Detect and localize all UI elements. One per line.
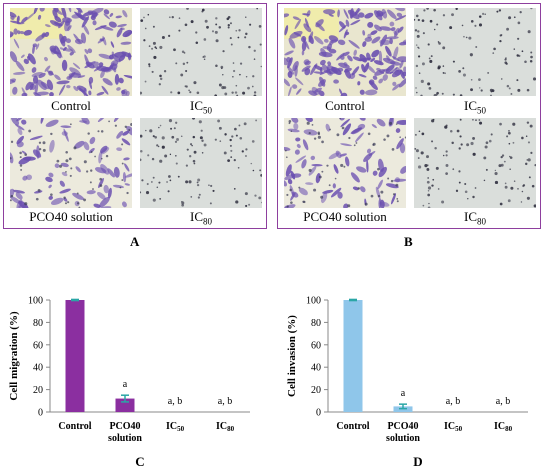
x-tick-label: IC50	[444, 421, 463, 433]
x-tick-label: PCO40 solution	[386, 421, 420, 444]
y-tick-label: 40	[311, 363, 321, 374]
y-tick-label: 0	[38, 408, 43, 419]
x-tick-label: IC80	[494, 421, 513, 433]
y-tick-label: 40	[33, 363, 43, 374]
y-tick-label: 100	[28, 296, 43, 307]
bar	[65, 300, 85, 412]
photo-a-ic80	[140, 118, 262, 208]
x-tick-label: IC50	[166, 421, 185, 433]
caption-b-ic50: IC50	[464, 98, 486, 116]
photo-b-pco40	[284, 118, 406, 208]
cell-image	[284, 118, 406, 208]
y-tick-label: 20	[33, 385, 43, 396]
cell-image	[414, 8, 536, 96]
panel-letter: C	[135, 454, 144, 469]
x-tick-label: IC80	[216, 421, 235, 433]
cell-image	[414, 118, 536, 208]
y-axis-label: Cell migration (%)	[8, 311, 20, 401]
caption-a-ic80: IC80	[190, 209, 212, 227]
photo-a-pco40	[10, 118, 132, 208]
y-tick-label: 20	[311, 385, 321, 396]
chart-cell-migration: 0 20 40 60 80 100 Cell migration (%) Control a PC…	[8, 296, 250, 469]
cell-image	[140, 8, 262, 96]
x-tick-label: Control	[58, 421, 91, 432]
bar	[343, 300, 363, 412]
significance-label: a, b	[496, 396, 510, 407]
y-tick-label: 60	[33, 340, 43, 351]
y-tick-label: 100	[306, 296, 321, 307]
significance-label: a, b	[446, 396, 460, 407]
y-tick-label: 60	[311, 340, 321, 351]
caption-b-control: Control	[325, 98, 365, 113]
y-tick-label: 80	[33, 318, 43, 329]
panel-letter-a: A	[130, 234, 140, 249]
significance-label: a, b	[218, 396, 232, 407]
significance-label: a, b	[168, 396, 182, 407]
panel-letter: D	[413, 454, 422, 469]
significance-label: a	[401, 388, 406, 399]
photo-b-control	[284, 8, 406, 96]
caption-b-ic80: IC80	[464, 209, 486, 227]
caption-a-ic50: IC50	[190, 98, 212, 116]
cell-image	[140, 118, 262, 208]
y-tick-label: 0	[316, 408, 321, 419]
caption-a-pco40: PCO40 solution	[29, 209, 113, 224]
photo-a-control	[10, 8, 132, 96]
y-axis-label: Cell invasion (%)	[286, 315, 298, 397]
photo-a-ic50	[140, 8, 262, 96]
photo-b-ic80	[414, 118, 536, 208]
x-tick-label: Control	[336, 421, 369, 432]
bar	[115, 398, 135, 412]
cell-image	[10, 8, 132, 96]
cell-image	[284, 8, 406, 96]
caption-a-control: Control	[51, 98, 91, 113]
chart-cell-invasion: 0 20 40 60 80 100 Cell invasion (%) Control a PCO…	[286, 296, 528, 469]
y-tick-label: 80	[311, 318, 321, 329]
caption-b-pco40: PCO40 solution	[303, 209, 387, 224]
x-tick-label: PCO40 solution	[108, 421, 142, 444]
panel-letter-b: B	[404, 234, 413, 249]
cell-image	[10, 118, 132, 208]
photo-b-ic50	[414, 8, 536, 96]
significance-label: a	[123, 379, 128, 390]
